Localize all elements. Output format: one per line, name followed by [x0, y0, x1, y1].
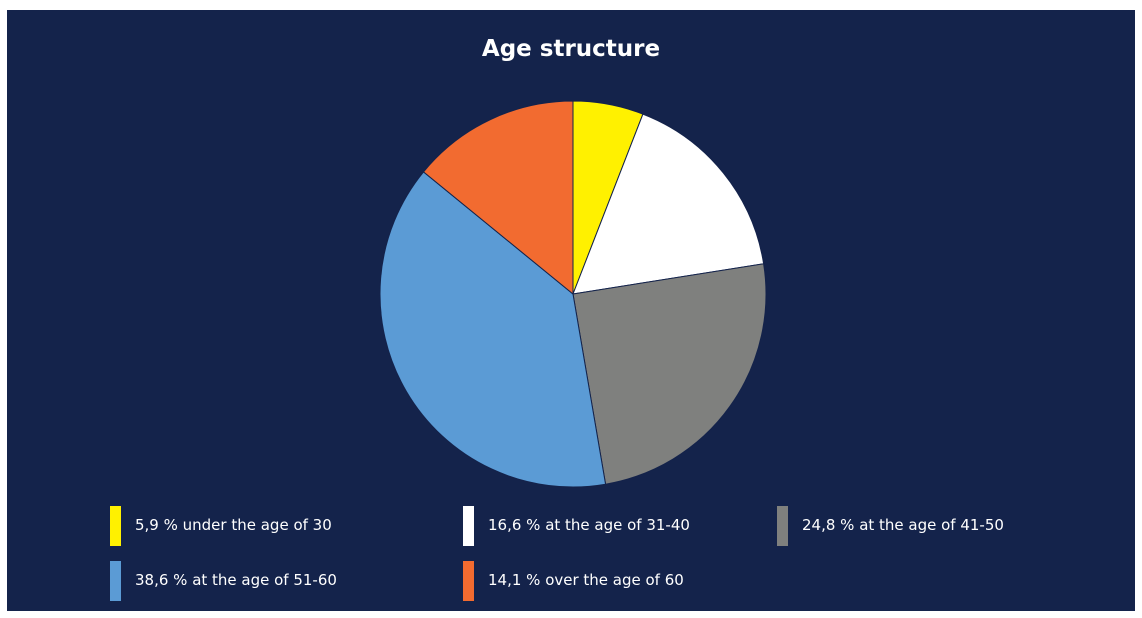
- chart-panel: Age structure 5,9 % under the age of 30 …: [7, 10, 1135, 611]
- legend-label: 24,8 % at the age of 41-50: [802, 516, 1004, 534]
- pie-slice-2: [572, 263, 767, 485]
- legend-swatch: [463, 561, 474, 601]
- pie-slice-1: [572, 113, 765, 295]
- legend-label: 5,9 % under the age of 30: [135, 516, 332, 534]
- legend-label: 38,6 % at the age of 51-60: [135, 571, 337, 589]
- chart-title: Age structure: [481, 36, 661, 62]
- legend-swatch: [110, 561, 121, 601]
- pie-slice-3: [379, 171, 607, 488]
- pie-chart: [379, 100, 767, 488]
- legend-swatch: [777, 506, 788, 546]
- pie-slice-4: [422, 100, 574, 296]
- legend-label: 16,6 % at the age of 31-40: [488, 516, 690, 534]
- legend-swatch: [110, 506, 121, 546]
- legend-label: 14,1 % over the age of 60: [488, 571, 684, 589]
- legend-swatch: [463, 506, 474, 546]
